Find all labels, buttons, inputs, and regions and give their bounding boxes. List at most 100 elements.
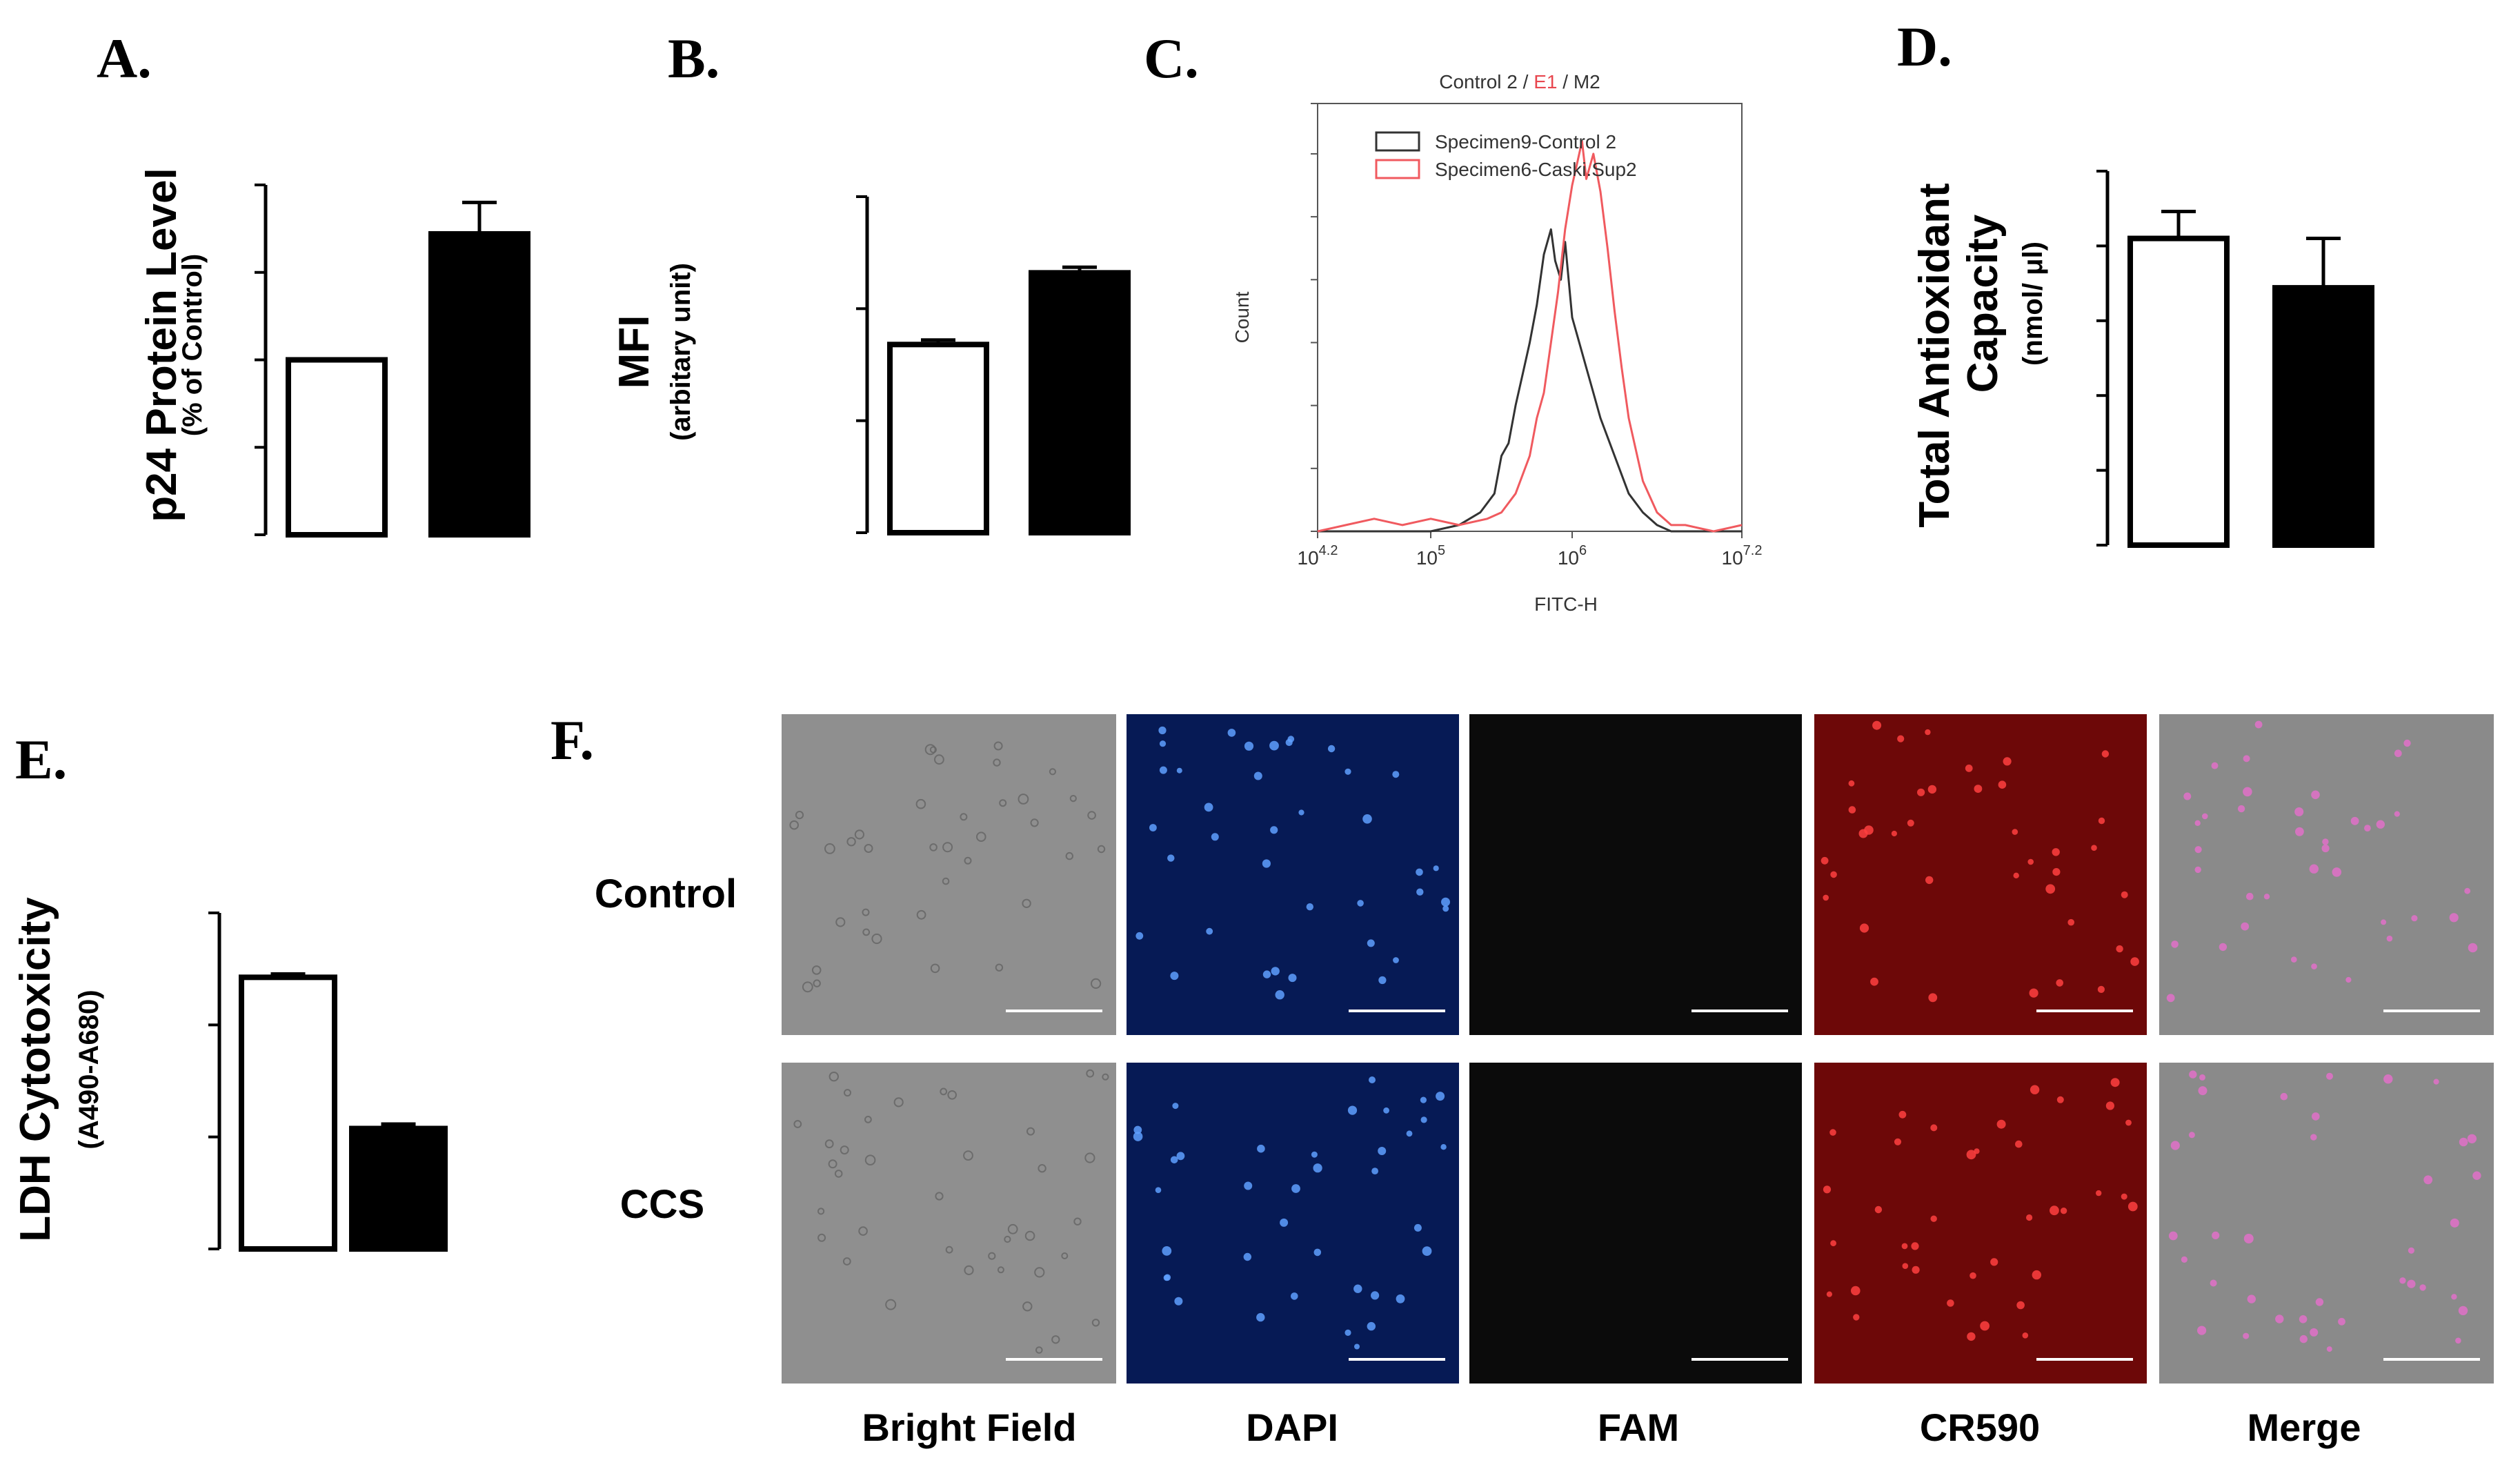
micro-cell [1086,1069,1095,1078]
micro-cell [2450,1218,2459,1228]
micro-cell [1285,738,1293,747]
micro-cell [2210,1279,2217,1287]
micro-cell [2168,1231,2178,1241]
micro-cell [1353,1284,1362,1293]
micro-cell [1440,1144,1447,1150]
chart-c-xtick-label: 107.2 [1722,543,1763,569]
micro-cell [1930,1124,1938,1132]
micro-cell [1823,894,1829,901]
micro-cell [2280,1092,2288,1101]
micro-cell [1851,1286,1861,1296]
micro-cell [1091,1319,1100,1327]
micro-cell [2027,858,2034,865]
micro-cell [988,1252,996,1260]
micro-cell [2003,757,2012,766]
micro-cell [1306,903,1314,911]
micro-cell [1291,1184,1300,1193]
panel-label-a: A. [97,27,152,90]
micro-cell [2198,1086,2208,1096]
legend-label-caski: Specimen6-Caski.Sup2 [1435,159,1637,180]
chart-b-ylabel-sub: (arbitary unit) [666,263,696,441]
micro-cell [1084,1152,1095,1163]
micro-control-fam [1469,714,1802,1035]
micro-cell [934,754,944,765]
micro-cell [1383,1107,1389,1114]
micro-cell [1244,1181,1253,1190]
micro-cell [2326,1346,2332,1352]
micro-cell [2433,1079,2439,1085]
chart-c-xtick-base: 10 [1722,547,1743,569]
micro-cell [1262,859,1271,868]
micro-cell [2455,1337,2461,1344]
micro-ccs-merge [2159,1063,2494,1384]
micro-cell [1345,1329,1351,1336]
micro-cell [1034,1267,1045,1278]
micro-cell [1026,1127,1035,1136]
micro-cell [1257,1144,1265,1153]
micro-cell [1917,788,1925,796]
chart-c-series-control [1318,228,1742,533]
micro-cell [1966,1150,1976,1160]
micro-cell [1442,905,1449,912]
micro-cell [1022,1301,1033,1312]
micro-cell [1253,771,1262,780]
micro-cell [2399,1277,2406,1284]
micro-cell [1291,1292,1298,1300]
micro-cell [2464,887,2471,894]
micro-cell [1974,1148,1980,1154]
micro-cell [2295,827,2304,836]
micro-cell [1413,1223,1422,1232]
chart-e-ylabel-sub: (A490-A680) [74,990,104,1149]
micro-cell [2312,1112,2320,1121]
micro-cell [2016,1301,2025,1310]
micro-cell [2310,1328,2319,1337]
chart-c-title-part: / [1557,71,1573,92]
micro-cell [2060,1208,2067,1214]
micro-cell [817,1233,826,1242]
micro-cell [2170,1141,2180,1150]
micro-cell [2243,1234,2254,1243]
micro-cell [1378,1147,1387,1155]
micro-cell [1280,1218,1289,1227]
chart-c-title-part: M2 [1574,71,1600,92]
chart-b-ylabel: MFI [611,315,658,389]
micro-cell [2101,750,2110,758]
micro-cell [2012,829,2018,835]
micro-cell [1369,1076,1376,1083]
micro-cell [1996,1119,2006,1129]
micro-cell [1891,830,1897,837]
micro-cell [2467,1134,2477,1144]
micro-ccs-bright-field [782,1063,1116,1384]
micro-cell [2067,918,2074,926]
column-label-dapi: DAPI [1246,1406,1338,1449]
micro-cell [1830,1240,1837,1247]
chart-a-ylabel-sub: (% of Control) [177,254,208,436]
chart-c-series-caski [1317,140,1743,533]
micro-cell [1004,1235,1011,1243]
micro-cell [1872,720,1882,730]
micro-cell [1420,1096,1427,1103]
micro-cell [1051,1335,1060,1344]
micro-cell [916,909,926,920]
micro-cell [2097,985,2105,993]
legend-label-control: Specimen9-Control 2 [1435,131,1616,152]
chart-a-bar-control [286,357,388,538]
micro-cell [1912,1266,1920,1274]
micro-cell [2294,807,2304,816]
micro-cell [1441,897,1450,907]
micro-cell [1925,876,1934,885]
micro-cell [2394,811,2400,817]
chart-a-ylabel: p24 Protein Level [138,168,186,522]
micro-cell [2311,790,2320,800]
micro-cell [1030,818,1039,827]
micro-cell [2181,1256,2187,1263]
micro-cell [964,856,972,865]
micro-cell [2468,943,2478,953]
micro-cell [1162,1246,1172,1256]
micro-cell [2127,1201,2138,1212]
micro-cell [1829,1129,1836,1136]
micro-cell [1164,1274,1171,1281]
micro-cell [789,820,799,830]
micro-cell [930,963,940,974]
chart-e-ylabel: LDH Cytotoxicity [12,897,59,1242]
